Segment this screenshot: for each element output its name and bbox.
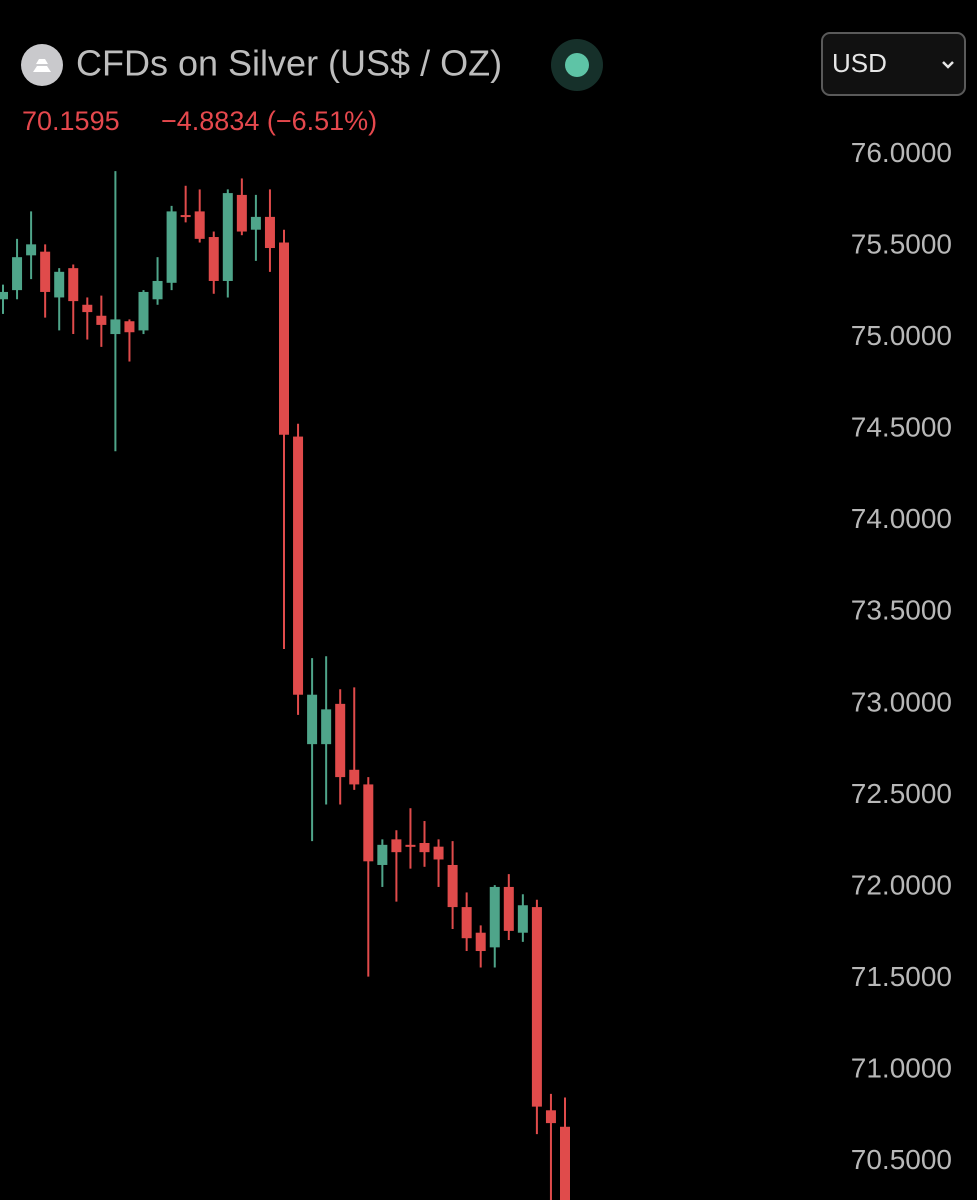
candle-body xyxy=(307,694,318,745)
candle-body xyxy=(250,216,261,230)
candle-body xyxy=(475,932,486,952)
y-tick-label: 70.5000 xyxy=(851,1144,952,1175)
candle-body xyxy=(264,216,275,249)
status-dot xyxy=(565,53,589,77)
candle-body xyxy=(180,215,191,218)
candle-body xyxy=(377,844,388,865)
candle-body xyxy=(335,703,346,778)
candle-body xyxy=(349,769,360,785)
candle-body xyxy=(138,291,149,331)
candles xyxy=(0,171,570,1200)
candle-body xyxy=(363,784,374,862)
price-change: −4.8834 (−6.51%) xyxy=(161,106,377,136)
candle-body xyxy=(489,886,500,948)
candle-body xyxy=(208,237,219,281)
candle-body xyxy=(405,844,416,847)
candle-body xyxy=(560,1126,570,1200)
dropdown-box[interactable] xyxy=(821,32,966,96)
dropdown-label[interactable]: USD xyxy=(832,48,887,78)
candle-body xyxy=(447,864,458,908)
candle-body xyxy=(0,291,8,300)
candle-body xyxy=(124,321,135,333)
candle-body xyxy=(222,193,233,281)
candle-body xyxy=(545,1110,556,1124)
y-tick-label: 75.5000 xyxy=(851,229,952,260)
candle-body xyxy=(279,242,289,435)
candle-body xyxy=(152,280,163,300)
y-tick-label: 72.5000 xyxy=(851,778,952,809)
candle-body xyxy=(12,257,23,291)
y-tick-label: 74.5000 xyxy=(851,412,952,443)
y-tick-label: 76.0000 xyxy=(851,137,952,168)
candle-body xyxy=(293,436,304,695)
candle-body xyxy=(236,194,247,232)
candle-body xyxy=(419,843,430,853)
y-tick-label: 71.5000 xyxy=(851,961,952,992)
candle-body xyxy=(40,251,51,292)
y-tick-label: 75.0000 xyxy=(851,320,952,351)
candle-body xyxy=(391,839,402,853)
price: 70.1595 xyxy=(22,106,120,136)
candle-body xyxy=(96,315,107,325)
y-tick-label: 74.0000 xyxy=(851,503,952,534)
candle-body xyxy=(68,268,79,302)
candle-body xyxy=(194,211,205,239)
dropdown-chevron[interactable] xyxy=(942,61,954,69)
candle-body xyxy=(166,211,177,283)
candle-body xyxy=(54,271,65,298)
y-tick-label: 72.0000 xyxy=(851,869,952,900)
y-tick-label: 73.5000 xyxy=(851,595,952,626)
candle-body xyxy=(517,905,528,933)
candle-body xyxy=(503,886,514,931)
candle-body xyxy=(110,319,121,335)
symbol-icon xyxy=(21,44,63,86)
candle-body xyxy=(82,304,93,313)
candle-body xyxy=(321,709,332,745)
y-tick-label: 73.0000 xyxy=(851,686,952,717)
candle-body xyxy=(26,244,37,256)
candle-body xyxy=(461,907,472,939)
currency-dropdown[interactable]: USD xyxy=(821,32,966,96)
chart-title: CFDs on Silver (US$ / OZ) xyxy=(76,43,502,84)
candle-body xyxy=(531,907,542,1107)
y-tick-label: 71.0000 xyxy=(851,1052,952,1083)
candle-body xyxy=(433,846,444,860)
